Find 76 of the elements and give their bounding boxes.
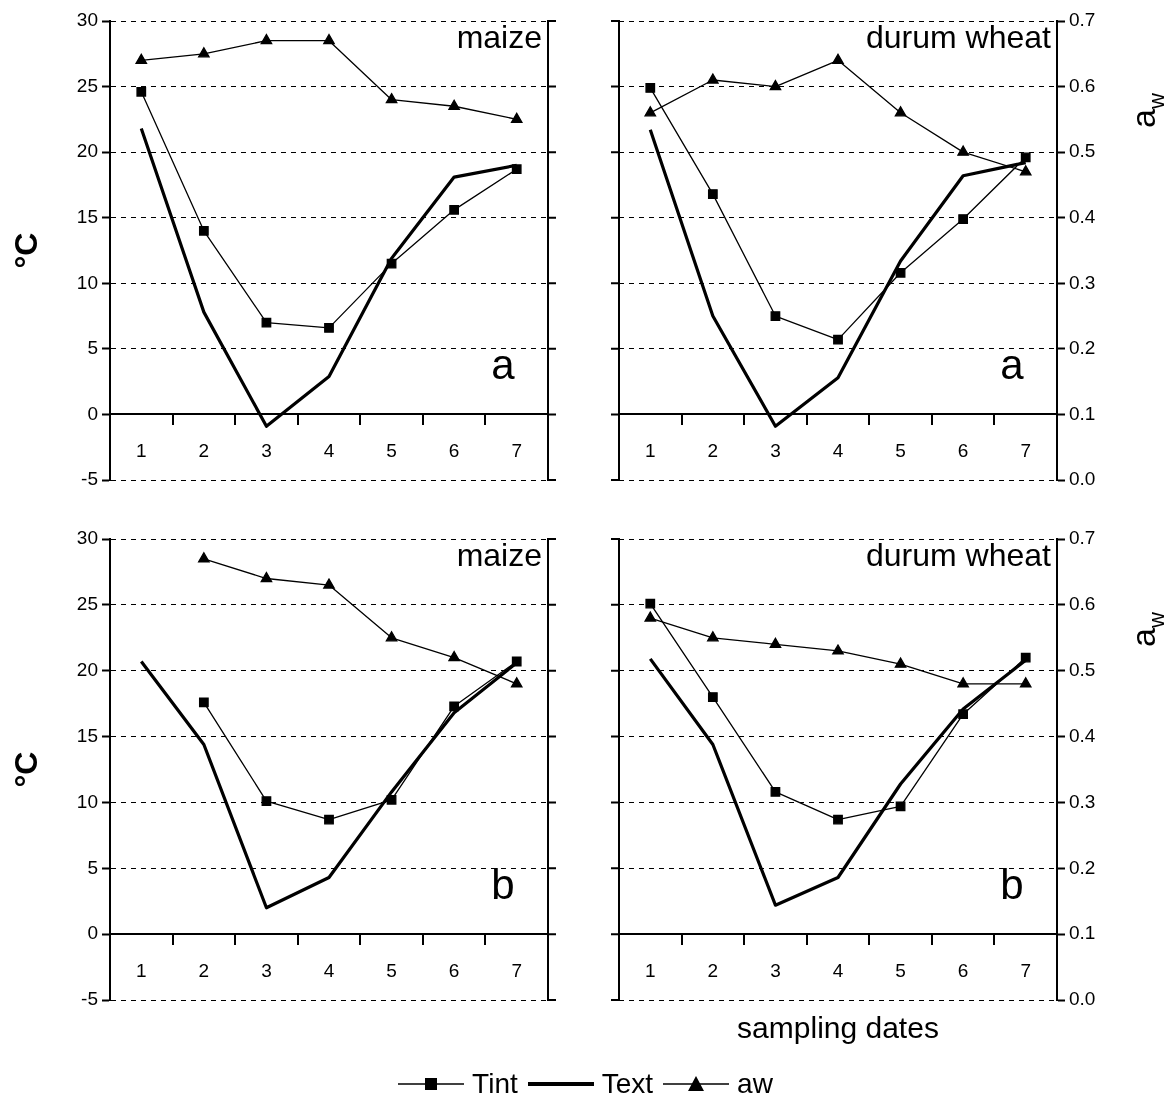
annotation: a (491, 341, 516, 389)
x-tick-label: 3 (770, 440, 781, 462)
x-tick-label: 1 (136, 959, 147, 981)
y2-tick-label: 0.5 (1069, 658, 1096, 680)
annotation: maize (456, 536, 542, 573)
y-tick-label: 30 (76, 527, 98, 549)
annotation: durum wheat (866, 536, 1052, 573)
y-tick-label: 20 (76, 658, 98, 680)
y2-axis-title: aw (1124, 92, 1169, 128)
x-tick-label: 6 (957, 440, 969, 462)
x-tick-label: 1 (136, 440, 147, 462)
y-tick-label: 5 (87, 856, 98, 878)
x-tick-label: 5 (386, 440, 397, 462)
y2-tick-label: 0.2 (1069, 856, 1096, 878)
y-tick-label: 25 (76, 593, 98, 615)
y2-tick-label: 0.7 (1069, 9, 1096, 31)
x-tick-label: 1 (645, 440, 656, 462)
y-tick-label: 30 (76, 9, 98, 31)
x-tick-label: 1 (645, 959, 656, 981)
y2-tick-label: 0.6 (1069, 593, 1096, 615)
x-tick-label: 7 (1020, 959, 1031, 981)
y2-tick-label: 0.1 (1069, 402, 1096, 424)
x-tick-label: 7 (511, 959, 522, 981)
annotation: b (1000, 860, 1024, 908)
x-tick-label: 4 (832, 959, 844, 981)
legend-label: Tint (472, 1068, 518, 1100)
x-tick-label: 6 (448, 440, 460, 462)
y2-tick-label: 0.7 (1069, 527, 1096, 549)
x-tick-label: 3 (261, 440, 272, 462)
x-tick-label: 5 (386, 959, 397, 981)
y-tick-label: 10 (76, 271, 98, 293)
legend-label: Text (601, 1068, 654, 1100)
y2-tick-label: 0.2 (1069, 337, 1096, 359)
y-tick-label: -5 (81, 988, 98, 1010)
y2-axis-title: aw (1124, 611, 1169, 647)
x-tick-label: 2 (198, 959, 210, 981)
x-tick-label: 6 (448, 959, 460, 981)
y2-tick-label: 0.3 (1069, 790, 1096, 812)
annotation: maize (456, 18, 542, 55)
x-tick-label: 4 (832, 440, 844, 462)
x-tick-label: 7 (511, 440, 522, 462)
x-axis-title: sampling dates (737, 1011, 939, 1045)
y2-tick-label: 0.4 (1069, 205, 1096, 227)
y2-tick-label: 0.1 (1069, 922, 1096, 944)
x-tick-label: 2 (198, 440, 210, 462)
y-tick-label: 10 (76, 790, 98, 812)
x-tick-label: 6 (957, 959, 969, 981)
y2-tick-label: 0.0 (1069, 468, 1096, 490)
x-tick-label: 3 (261, 959, 272, 981)
y2-tick-label: 0.5 (1069, 140, 1096, 162)
x-tick-label: 2 (707, 440, 719, 462)
annotation: durum wheat (866, 18, 1052, 55)
y-tick-label: 20 (76, 140, 98, 162)
y-tick-label: 0 (87, 922, 98, 944)
x-tick-label: 5 (895, 440, 906, 462)
y2-tick-label: 0.4 (1069, 724, 1096, 746)
y-tick-label: 0 (87, 402, 98, 424)
y-tick-label: 25 (76, 74, 98, 96)
y2-tick-label: 0.0 (1069, 988, 1096, 1010)
y-axis-title: °C (7, 232, 44, 269)
x-tick-label: 3 (770, 959, 781, 981)
y-tick-label: 15 (76, 205, 98, 227)
y-tick-label: 5 (87, 337, 98, 359)
x-tick-label: 4 (323, 959, 335, 981)
y-tick-label: 15 (76, 724, 98, 746)
x-tick-label: 4 (323, 440, 335, 462)
annotation: a (1000, 341, 1025, 389)
y2-tick-label: 0.3 (1069, 271, 1096, 293)
x-tick-label: 5 (895, 959, 906, 981)
y2-tick-label: 0.6 (1069, 74, 1096, 96)
legend-label: aw (737, 1068, 773, 1100)
y-axis-title: °C (7, 751, 44, 788)
x-tick-label: 2 (707, 959, 719, 981)
y-tick-label: -5 (81, 468, 98, 490)
x-tick-label: 7 (1020, 440, 1031, 462)
annotation: b (491, 860, 515, 908)
